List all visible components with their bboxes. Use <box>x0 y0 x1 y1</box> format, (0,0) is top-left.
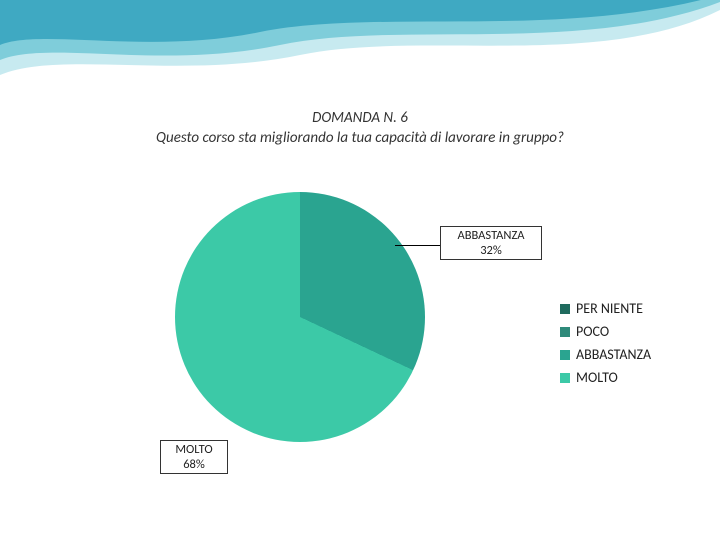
data-label-molto-name: MOLTO <box>167 442 221 457</box>
legend-swatch <box>560 373 570 383</box>
legend-swatch <box>560 304 570 314</box>
title-block: DOMANDA N. 6 Questo corso sta migliorand… <box>0 108 720 149</box>
legend-item: MOLTO <box>560 369 651 386</box>
legend-label: POCO <box>576 323 609 340</box>
title-line-2: Questo corso sta migliorando la tua capa… <box>0 128 720 148</box>
leader-abbastanza <box>395 245 440 246</box>
pie-chart-circle <box>175 192 425 442</box>
legend-label: ABBASTANZA <box>576 346 651 363</box>
legend-swatch <box>560 350 570 360</box>
data-label-molto: MOLTO 68% <box>160 440 228 474</box>
legend-item: POCO <box>560 323 651 340</box>
pie-chart <box>175 192 425 442</box>
legend: PER NIENTE POCO ABBASTANZA MOLTO <box>560 300 651 392</box>
data-label-abbastanza: ABBASTANZA 32% <box>440 226 542 260</box>
legend-label: PER NIENTE <box>576 300 643 317</box>
data-label-abbastanza-name: ABBASTANZA <box>447 228 535 243</box>
legend-swatch <box>560 327 570 337</box>
legend-item: PER NIENTE <box>560 300 651 317</box>
title-line-1: DOMANDA N. 6 <box>0 108 720 128</box>
legend-item: ABBASTANZA <box>560 346 651 363</box>
legend-label: MOLTO <box>576 369 618 386</box>
data-label-molto-value: 68% <box>167 457 221 472</box>
data-label-abbastanza-value: 32% <box>447 243 535 258</box>
wave-decoration <box>0 0 720 110</box>
